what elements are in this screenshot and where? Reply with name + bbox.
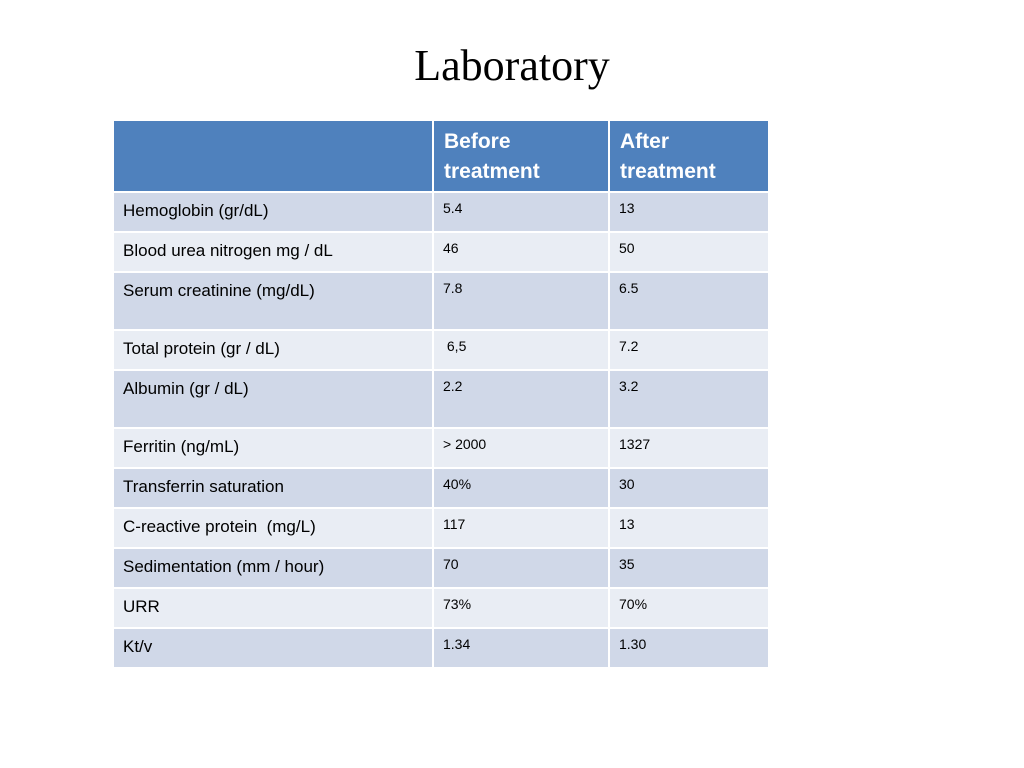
row-label: Total protein (gr / dL) <box>112 329 434 371</box>
table-row: Total protein (gr / dL) 6,5 7.2 <box>112 329 770 371</box>
row-label: URR <box>112 587 434 629</box>
table-row: Kt/v 1.34 1.30 <box>112 627 770 669</box>
row-label: Ferritin (ng/mL) <box>112 427 434 469</box>
after-value: 7.2 <box>608 329 770 371</box>
after-value: 35 <box>608 547 770 589</box>
before-value: 73% <box>432 587 610 629</box>
after-value: 50 <box>608 231 770 273</box>
table-row: Serum creatinine (mg/dL) 7.8 6.5 <box>112 271 770 331</box>
row-label: Sedimentation (mm / hour) <box>112 547 434 589</box>
row-label: Blood urea nitrogen mg / dL <box>112 231 434 273</box>
table-row: Hemoglobin (gr/dL) 5.4 13 <box>112 191 770 233</box>
before-value: > 2000 <box>432 427 610 469</box>
row-label: Hemoglobin (gr/dL) <box>112 191 434 233</box>
table-row: C-reactive protein (mg/L) 117 13 <box>112 507 770 549</box>
table-row: Albumin (gr / dL) 2.2 3.2 <box>112 369 770 429</box>
before-value: 1.34 <box>432 627 610 669</box>
after-value: 70% <box>608 587 770 629</box>
after-value: 1327 <box>608 427 770 469</box>
before-value: 40% <box>432 467 610 509</box>
header-after-treatment: After treatment <box>608 119 770 193</box>
before-value: 46 <box>432 231 610 273</box>
row-label: Kt/v <box>112 627 434 669</box>
before-value: 70 <box>432 547 610 589</box>
table-row: Blood urea nitrogen mg / dL 46 50 <box>112 231 770 273</box>
after-value: 3.2 <box>608 369 770 429</box>
row-label: Albumin (gr / dL) <box>112 369 434 429</box>
row-label: C-reactive protein (mg/L) <box>112 507 434 549</box>
table-row: Ferritin (ng/mL) > 2000 1327 <box>112 427 770 469</box>
page-title: Laboratory <box>414 41 610 90</box>
before-value: 7.8 <box>432 271 610 331</box>
after-value: 13 <box>608 507 770 549</box>
after-value: 13 <box>608 191 770 233</box>
table-header-row: Before treatment After treatment <box>112 119 770 193</box>
header-before-treatment: Before treatment <box>432 119 610 193</box>
table-row: Sedimentation (mm / hour) 70 35 <box>112 547 770 589</box>
header-parameter <box>112 119 434 193</box>
after-value: 6.5 <box>608 271 770 331</box>
after-value: 30 <box>608 467 770 509</box>
table-row: URR 73% 70% <box>112 587 770 629</box>
after-value: 1.30 <box>608 627 770 669</box>
row-label: Transferrin saturation <box>112 467 434 509</box>
before-value: 6,5 <box>432 329 610 371</box>
row-label: Serum creatinine (mg/dL) <box>112 271 434 331</box>
before-value: 2.2 <box>432 369 610 429</box>
before-value: 117 <box>432 507 610 549</box>
lab-results-table: Before treatment After treatment Hemoglo… <box>112 119 770 669</box>
before-value: 5.4 <box>432 191 610 233</box>
table-row: Transferrin saturation 40% 30 <box>112 467 770 509</box>
